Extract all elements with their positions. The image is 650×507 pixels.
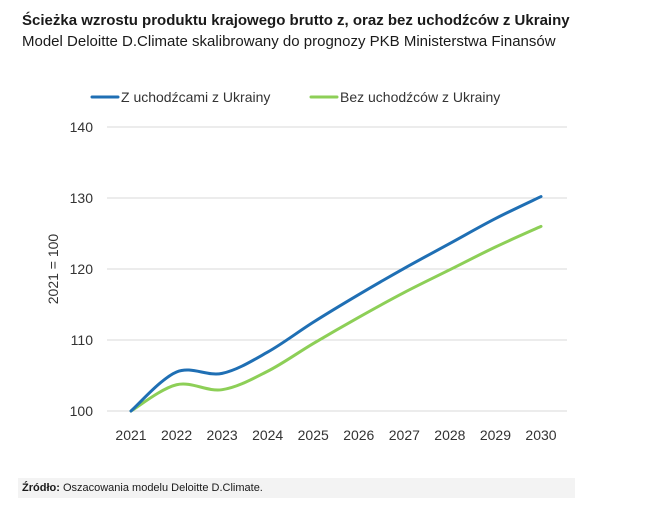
y-tick-label: 120: [70, 261, 94, 277]
y-tick-label: 110: [71, 332, 94, 348]
x-tick-label: 2029: [480, 427, 511, 443]
series-line-2: [129, 224, 543, 413]
x-tick-label: 2021: [115, 427, 146, 443]
x-tick-label: 2027: [389, 427, 420, 443]
x-tick-label: 2024: [252, 427, 283, 443]
y-axis-label: 2021 = 100: [45, 234, 61, 305]
chart-subtitle: Model Deloitte D.Climate skalibrowany do…: [22, 33, 556, 50]
line-chart: 100 110 120 130 140 2021 2022 2023 2024 2025 2026 2…: [45, 89, 567, 443]
y-tick-label: 100: [70, 403, 94, 419]
legend-label-2: Bez uchodźców z Ukrainy: [340, 89, 500, 105]
x-tick-label: 2025: [298, 427, 329, 443]
x-tick-label: 2023: [207, 427, 238, 443]
legend-label-1: Z uchodźcami z Ukrainy: [121, 89, 270, 105]
series-line-1: [129, 195, 543, 413]
source-note: Źródło: Oszacowania modelu Deloitte D.Cl…: [18, 478, 575, 498]
source-label: Źródło:: [22, 482, 60, 494]
x-tick-label: 2022: [161, 427, 192, 443]
chart-title: Ścieżka wzrostu produktu krajowego brutt…: [22, 12, 570, 29]
source-text: Oszacowania modelu Deloitte D.Climate.: [59, 482, 263, 494]
y-tick-label: 140: [70, 119, 94, 135]
x-tick-label: 2028: [434, 427, 465, 443]
x-tick-label: 2026: [343, 427, 374, 443]
y-tick-label: 130: [70, 190, 94, 206]
x-tick-label: 2030: [525, 427, 556, 443]
